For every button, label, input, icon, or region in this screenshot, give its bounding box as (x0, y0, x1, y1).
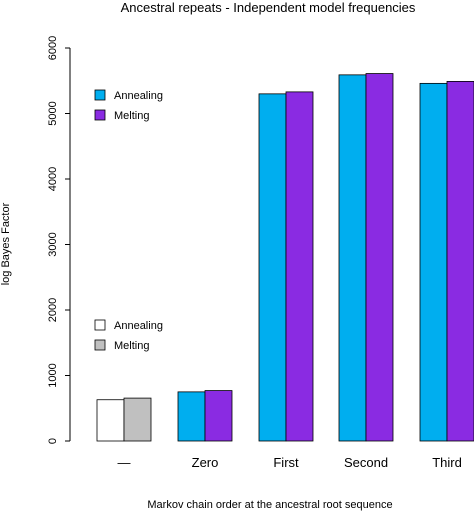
y-tick-label: 0 (47, 438, 59, 444)
bar-annealing-0 (96, 399, 125, 442)
legend-label: Annealing (114, 90, 163, 102)
bar-melting-4 (446, 81, 474, 442)
x-tick-label: Third (432, 455, 462, 470)
bar-annealing-4 (419, 82, 448, 442)
x-tick-label: First (273, 455, 299, 470)
y-axis-label: log Bayes Factor (0, 202, 12, 285)
legend-swatch (94, 339, 106, 351)
y-tick-label: 6000 (47, 36, 59, 60)
bar-annealing-2 (258, 93, 287, 442)
x-tick-label: Zero (192, 455, 219, 470)
x-axis-label: Markov chain order at the ancestral root… (147, 499, 392, 511)
bar-annealing-3 (338, 74, 367, 442)
legends: Annealing Melting Annealing Melting (94, 89, 163, 352)
y-tick-label: 5000 (47, 101, 59, 125)
chart-title: Ancestral repeats - Independent model fr… (121, 0, 416, 15)
bar-melting-1 (204, 390, 233, 442)
bar-melting-2 (285, 91, 314, 442)
y-tick-label: 2000 (47, 298, 59, 322)
legend-swatch (94, 319, 106, 331)
legend-label: Melting (114, 110, 149, 122)
x-tick-label: — (118, 455, 131, 470)
bars (96, 73, 474, 442)
x-axis-tick-labels: — Zero First Second Third (118, 455, 462, 470)
legend-swatch (94, 109, 106, 121)
y-tick-label: 1000 (47, 363, 59, 387)
y-axis-ticks: 0 1000 2000 3000 4000 5000 6000 (47, 36, 70, 444)
legend-swatch (94, 89, 106, 101)
x-tick-label: Second (344, 455, 388, 470)
bar-melting-3 (365, 73, 394, 442)
bar-melting-0 (123, 397, 152, 442)
bar-annealing-1 (177, 391, 206, 442)
legend-label: Melting (114, 340, 149, 352)
y-tick-label: 3000 (47, 232, 59, 256)
y-tick-label: 4000 (47, 167, 59, 191)
legend-label: Annealing (114, 320, 163, 332)
